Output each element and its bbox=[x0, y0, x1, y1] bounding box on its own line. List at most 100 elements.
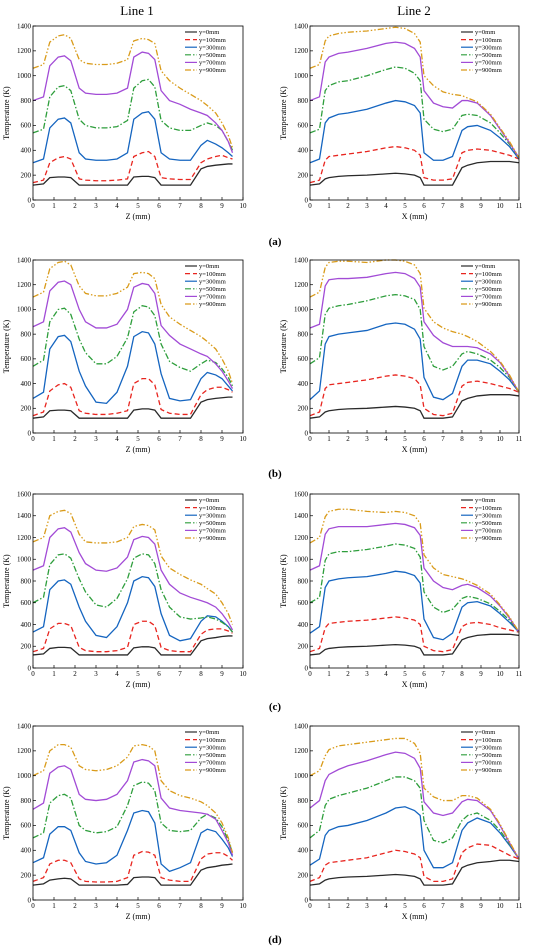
y-tick-label: 600 bbox=[298, 599, 309, 607]
x-tick-label: 9 bbox=[479, 435, 483, 443]
series-line-3 bbox=[32, 78, 234, 151]
legend-entry: y=0mm bbox=[199, 729, 219, 736]
column-title-line-1: Line 1 bbox=[120, 3, 154, 18]
x-tick-label: 1 bbox=[52, 435, 56, 443]
x-tick-label: 1 bbox=[52, 902, 56, 910]
y-tick-label: 1400 bbox=[294, 256, 309, 264]
y-tick-label: 1200 bbox=[17, 534, 32, 542]
y-tick-label: 800 bbox=[298, 97, 309, 105]
series-line-2 bbox=[309, 322, 520, 401]
y-tick-label: 1600 bbox=[17, 490, 32, 498]
y-tick-label: 200 bbox=[21, 643, 32, 651]
series-line-5 bbox=[32, 34, 234, 149]
x-tick-label: 8 bbox=[460, 670, 464, 678]
series-line-5 bbox=[32, 260, 234, 384]
x-tick-label: 9 bbox=[220, 435, 224, 443]
x-tick-label: 3 bbox=[365, 202, 369, 210]
y-tick-label: 1400 bbox=[17, 22, 32, 30]
series-line-1 bbox=[309, 145, 520, 184]
series-line-3 bbox=[309, 776, 520, 860]
legend-entry: y=500mm bbox=[199, 286, 226, 293]
x-tick-label: 6 bbox=[157, 670, 161, 678]
series-line-4 bbox=[309, 41, 520, 159]
x-tick-label: 9 bbox=[479, 670, 483, 678]
legend-entry: y=0mm bbox=[475, 29, 495, 36]
y-tick-label: 1600 bbox=[294, 490, 309, 498]
x-tick-label: 6 bbox=[157, 902, 161, 910]
y-tick-label: 1000 bbox=[294, 306, 309, 314]
series-line-2 bbox=[32, 330, 233, 405]
x-tick-label: 7 bbox=[441, 202, 445, 210]
x-tick-label: 5 bbox=[403, 202, 407, 210]
x-tick-label: 10 bbox=[497, 435, 505, 443]
legend-entry: y=300mm bbox=[475, 512, 502, 519]
y-tick-label: 800 bbox=[298, 577, 309, 585]
legend-entry: y=300mm bbox=[199, 278, 226, 285]
series-line-5 bbox=[309, 508, 520, 633]
series-line-5 bbox=[309, 26, 520, 159]
x-tick-label: 7 bbox=[178, 435, 182, 443]
x-tick-label: 0 bbox=[31, 902, 35, 910]
legend-entry: y=100mm bbox=[199, 37, 226, 44]
legend-entry: y=700mm bbox=[475, 760, 502, 767]
y-tick-label: 1200 bbox=[294, 747, 309, 755]
y-axis-label: Temperature (K) bbox=[279, 319, 288, 373]
legend-entry: y=300mm bbox=[199, 44, 226, 51]
series-line-3 bbox=[309, 66, 520, 159]
y-tick-label: 0 bbox=[305, 196, 309, 204]
y-axis-label: Temperature (K) bbox=[279, 554, 288, 608]
y-tick-label: 600 bbox=[298, 355, 309, 363]
legend-entry: y=500mm bbox=[475, 286, 502, 293]
x-tick-label: 7 bbox=[178, 902, 182, 910]
x-tick-label: 0 bbox=[31, 202, 35, 210]
chart-1-1: 0 1 2 3 4 5 6 7 8 9 10 11 0 200 400 600 800 1000 1200 1400 X… bbox=[279, 256, 523, 454]
x-tick-label: 2 bbox=[346, 670, 350, 678]
series-line-0 bbox=[32, 163, 233, 186]
y-tick-label: 0 bbox=[28, 196, 32, 204]
x-tick-label: 4 bbox=[115, 435, 119, 443]
y-tick-label: 1000 bbox=[294, 72, 309, 80]
y-tick-label: 600 bbox=[298, 122, 309, 130]
y-tick-label: 0 bbox=[28, 896, 32, 904]
plot-frame bbox=[309, 25, 520, 201]
y-axis-label: Temperature (K) bbox=[279, 86, 288, 140]
x-tick-label: 10 bbox=[240, 435, 248, 443]
y-tick-label: 0 bbox=[305, 664, 309, 672]
row-label-a: (a) bbox=[269, 236, 282, 248]
x-tick-label: 10 bbox=[240, 902, 248, 910]
series-line-3 bbox=[309, 293, 520, 393]
x-tick-label: 1 bbox=[327, 435, 331, 443]
x-tick-label: 11 bbox=[516, 902, 523, 910]
legend-entry: y=900mm bbox=[199, 301, 226, 308]
legend-entry: y=900mm bbox=[199, 767, 226, 774]
chart-1-0: 0 1 2 3 4 5 6 7 8 9 10 0 200 400 600 800 1000 1200 1400 Z (… bbox=[2, 256, 247, 454]
x-tick-label: 8 bbox=[460, 435, 464, 443]
y-tick-label: 800 bbox=[298, 330, 309, 338]
legend-entry: y=500mm bbox=[199, 52, 226, 59]
y-tick-label: 600 bbox=[21, 355, 32, 363]
x-tick-label: 11 bbox=[516, 202, 523, 210]
y-tick-label: 1000 bbox=[17, 72, 32, 80]
x-tick-label: 7 bbox=[178, 202, 182, 210]
x-tick-label: 1 bbox=[327, 902, 331, 910]
y-axis-label: Temperature (K) bbox=[2, 86, 11, 140]
x-tick-label: 1 bbox=[327, 670, 331, 678]
legend-entry: y=900mm bbox=[475, 767, 502, 774]
x-tick-label: 10 bbox=[497, 202, 505, 210]
x-tick-label: 8 bbox=[460, 202, 464, 210]
legend-entry: y=0mm bbox=[475, 729, 495, 736]
legend-entry: y=500mm bbox=[199, 752, 226, 759]
legend-entry: y=300mm bbox=[475, 44, 502, 51]
series-line-2 bbox=[32, 809, 234, 873]
x-tick-label: 0 bbox=[31, 670, 35, 678]
y-tick-label: 200 bbox=[21, 871, 32, 879]
series-line-2 bbox=[309, 99, 520, 164]
x-tick-label: 11 bbox=[516, 670, 523, 678]
x-tick-label: 8 bbox=[199, 902, 203, 910]
series-line-4 bbox=[32, 51, 234, 153]
legend-entry: y=100mm bbox=[199, 737, 226, 744]
row-label-c: (c) bbox=[269, 701, 282, 713]
series-line-2 bbox=[32, 575, 234, 642]
plot-frame bbox=[309, 259, 520, 434]
